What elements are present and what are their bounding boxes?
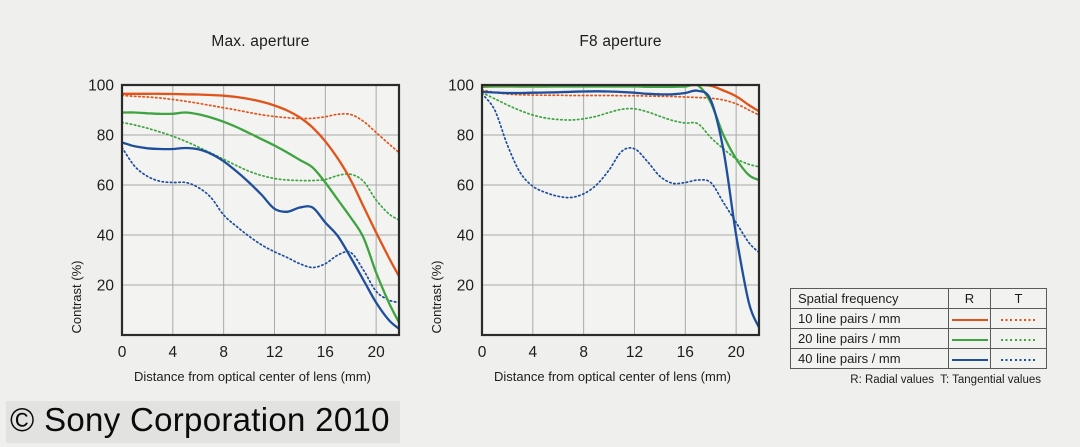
svg-text:16: 16 <box>677 344 694 361</box>
svg-text:12: 12 <box>626 344 643 361</box>
legend-table: Spatial frequency R T 10 line pairs / mm… <box>790 288 1047 369</box>
svg-text:0: 0 <box>118 344 127 361</box>
chart-title-f8-aperture: F8 aperture <box>579 33 662 50</box>
svg-text:100: 100 <box>88 78 114 95</box>
legend-row-10lp: 10 line pairs / mm <box>790 308 1047 329</box>
svg-text:20: 20 <box>457 278 475 295</box>
chart-title-max-aperture: Max. aperture <box>211 33 310 50</box>
svg-text:8: 8 <box>219 344 228 361</box>
svg-text:40: 40 <box>457 228 475 245</box>
mtf-chart-max-aperture: 0 4 8 12 16 20 20 40 60 80 100 Contrast (%) Distance… <box>69 78 401 384</box>
svg-text:60: 60 <box>97 178 115 195</box>
legend-label-20lp: 20 line pairs / mm <box>790 328 949 349</box>
legend-row-40lp: 40 line pairs / mm <box>790 348 1047 369</box>
svg-text:60: 60 <box>457 178 475 195</box>
legend-note: R: Radial values T: Tangential values <box>850 374 1041 386</box>
svg-text:4: 4 <box>529 344 538 361</box>
legend-label-40lp: 40 line pairs / mm <box>790 348 949 369</box>
legend-swatch-10lp-radial-line <box>951 318 988 321</box>
mtf-chart-f8-aperture: 0 4 8 12 16 20 20 40 60 80 100 Contrast (%) Distance… <box>429 78 761 384</box>
svg-text:80: 80 <box>457 128 475 145</box>
legend-row-20lp: 20 line pairs / mm <box>790 328 1047 349</box>
legend-header-spatial-frequency: Spatial frequency <box>790 288 949 309</box>
copyright-text: © Sony Corporation 2010 <box>6 401 400 443</box>
legend-label-10lp: 10 line pairs / mm <box>790 308 949 329</box>
svg-text:Distance from optical center o: Distance from optical center of lens (mm… <box>134 369 371 384</box>
legend-header-tangential: T <box>990 288 1047 309</box>
svg-text:Contrast (%): Contrast (%) <box>429 261 444 334</box>
svg-text:0: 0 <box>478 344 487 361</box>
svg-text:20: 20 <box>368 344 386 361</box>
svg-text:12: 12 <box>266 344 283 361</box>
svg-text:20: 20 <box>97 278 115 295</box>
svg-text:Contrast (%): Contrast (%) <box>69 261 84 334</box>
legend-header-row: Spatial frequency R T <box>790 288 1047 309</box>
svg-text:80: 80 <box>97 128 115 145</box>
svg-text:4: 4 <box>169 344 178 361</box>
legend-swatch-40lp-tangential-line <box>1000 358 1037 361</box>
legend-header-radial: R <box>948 288 991 309</box>
svg-text:40: 40 <box>97 228 115 245</box>
legend-swatch-10lp-tangential-line <box>1000 318 1037 321</box>
legend-swatch-20lp-radial-line <box>951 338 988 341</box>
legend-swatch-40lp-radial-line <box>951 358 988 361</box>
legend-table-container: Spatial frequency R T 10 line pairs / mm… <box>790 288 1047 369</box>
legend-swatch-20lp-tangential-line <box>1000 338 1037 341</box>
svg-text:100: 100 <box>448 78 474 95</box>
svg-text:Distance from optical center o: Distance from optical center of lens (mm… <box>494 369 731 384</box>
svg-text:20: 20 <box>728 344 746 361</box>
svg-text:8: 8 <box>579 344 588 361</box>
svg-text:16: 16 <box>317 344 334 361</box>
